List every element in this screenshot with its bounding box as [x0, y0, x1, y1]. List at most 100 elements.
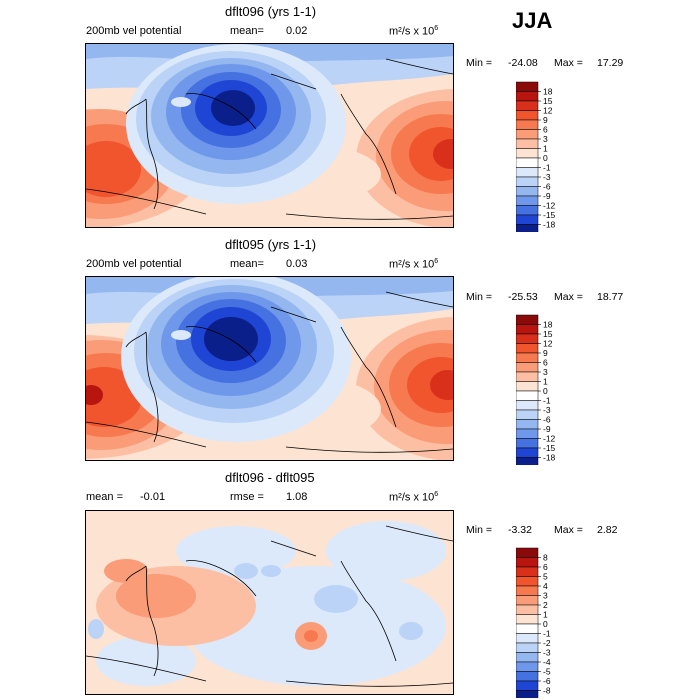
colorbar-tick-label: -6: [543, 676, 551, 686]
panel1-max-label: Max =: [554, 57, 583, 69]
colorbar-swatch: [516, 390, 539, 401]
colorbar-tick-label: 0: [543, 153, 548, 163]
colorbar-swatch: [516, 680, 539, 691]
colorbar-swatch: [516, 585, 539, 596]
colorbar-swatch: [516, 186, 539, 197]
colorbar-swatch: [516, 214, 539, 225]
colorbar-swatch: [516, 119, 539, 130]
panel3-mean-label: mean =: [86, 491, 123, 503]
colorbar-swatch: [516, 457, 539, 465]
colorbar-swatch: [516, 661, 539, 672]
colorbar-swatch: [516, 157, 539, 168]
colorbar-swatch: [516, 400, 539, 411]
colorbar-tick-label: -3: [543, 405, 551, 415]
colorbar-swatch: [516, 438, 539, 449]
colorbar-swatch: [516, 371, 539, 382]
colorbar-tick-label: -6: [543, 415, 551, 425]
colorbar-swatch: [516, 623, 539, 634]
colorbar-swatch: [516, 576, 539, 587]
colorbar-tick-label: 0: [543, 619, 548, 629]
panel1-min-value: -24.08: [508, 57, 538, 69]
colorbar-swatch: [516, 652, 539, 663]
colorbar-swatch: [516, 205, 539, 216]
colorbar-tick-label: 18: [543, 320, 553, 330]
colorbar-swatch: [516, 671, 539, 682]
colorbar-tick-label: -1: [543, 396, 551, 406]
colorbar-tick-label: 18: [543, 87, 553, 97]
colorbar-tick-label: 1: [543, 610, 548, 620]
colorbar-swatch: [516, 566, 539, 577]
colorbar-tick-label: 0: [543, 386, 548, 396]
colorbar-swatch: [516, 81, 539, 92]
colorbar-swatch: [516, 176, 539, 187]
panel2-max-label: Max =: [554, 291, 583, 303]
colorbar-tick-label: 9: [543, 115, 548, 125]
colorbar-swatch: [516, 595, 539, 606]
colorbar-tick-label: 8: [543, 553, 548, 563]
colorbar-tick-label: 12: [543, 106, 553, 116]
colorbar-swatch: [516, 224, 539, 232]
colorbar-tick-label: 15: [543, 96, 553, 106]
colorbar-swatch: [516, 129, 539, 140]
colorbar-tick-label: 2: [543, 600, 548, 610]
colorbar-tick-label: -15: [543, 210, 556, 220]
colorbar-tick-label: 3: [543, 367, 548, 377]
panel1-contour-field: [86, 44, 453, 227]
colorbar-tick-label: 15: [543, 329, 553, 339]
panel2-min-value: -25.53: [508, 291, 538, 303]
colorbar-tick-label: 12: [543, 339, 553, 349]
panel3-min-value: -3.32: [508, 524, 532, 536]
panel1-title: dflt096 (yrs 1-1): [225, 4, 317, 19]
colorbar-swatch: [516, 324, 539, 335]
colorbar-tick-label: 9: [543, 348, 548, 358]
colorbar-tick-label: 6: [543, 358, 548, 368]
colorbar-swatch: [516, 447, 539, 458]
panel3-max-value: 2.82: [597, 524, 618, 536]
colorbar-tick-label: -4: [543, 657, 551, 667]
colorbar-tick-label: -1: [543, 629, 551, 639]
colorbar-swatch: [516, 419, 539, 430]
panel3-contour-field: [86, 511, 453, 694]
panel2-units: m²/s x 106: [389, 258, 439, 271]
panel2-title: dflt095 (yrs 1-1): [225, 237, 317, 252]
colorbar-swatch: [516, 110, 539, 121]
colorbar-tick-label: 4: [543, 581, 548, 591]
colorbar-swatch: [516, 557, 539, 568]
colorbar-swatch: [516, 167, 539, 178]
colorbar-tick-label: -3: [543, 172, 551, 182]
colorbar-tick-label: 3: [543, 591, 548, 601]
colorbar-swatch: [516, 409, 539, 420]
panel2-max-value: 18.77: [597, 291, 624, 303]
colorbar-tick-label: 3: [543, 134, 548, 144]
panel3-map: [85, 510, 454, 695]
panel1-mean-label: mean=: [230, 25, 264, 37]
colorbar-tick-label: -12: [543, 201, 556, 211]
panel3-min-label: Min =: [466, 524, 492, 536]
panel1-mean-value: 0.02: [286, 25, 308, 37]
colorbar-swatch: [516, 100, 539, 111]
colorbar-tick-label: -9: [543, 424, 551, 434]
colorbar-tick-label: -3: [543, 648, 551, 658]
panel3-max-label: Max =: [554, 524, 583, 536]
panel2-contour-field: [86, 277, 453, 460]
panel2-min-label: Min =: [466, 291, 492, 303]
colorbar-tick-label: 6: [543, 125, 548, 135]
colorbar-swatch: [516, 690, 539, 698]
panel3-rmse-label: rmse =: [230, 491, 264, 503]
panel1-map: [85, 43, 454, 228]
panel3-rmse-value: 1.08: [286, 491, 308, 503]
colorbar-swatch: [516, 614, 539, 625]
colorbar-tick-label: 1: [543, 144, 548, 154]
colorbar-swatch: [516, 91, 539, 102]
colorbar-swatch: [516, 362, 539, 373]
panel2-mean-value: 0.03: [286, 258, 308, 270]
colorbar-tick-label: 6: [543, 562, 548, 572]
panel1-units: m²/s x 106: [389, 25, 439, 38]
colorbar-swatch: [516, 604, 539, 615]
panel1-min-label: Min =: [466, 57, 492, 69]
colorbar-tick-label: -8: [543, 686, 551, 696]
panel3-title: dflt096 - dflt095: [225, 470, 315, 485]
